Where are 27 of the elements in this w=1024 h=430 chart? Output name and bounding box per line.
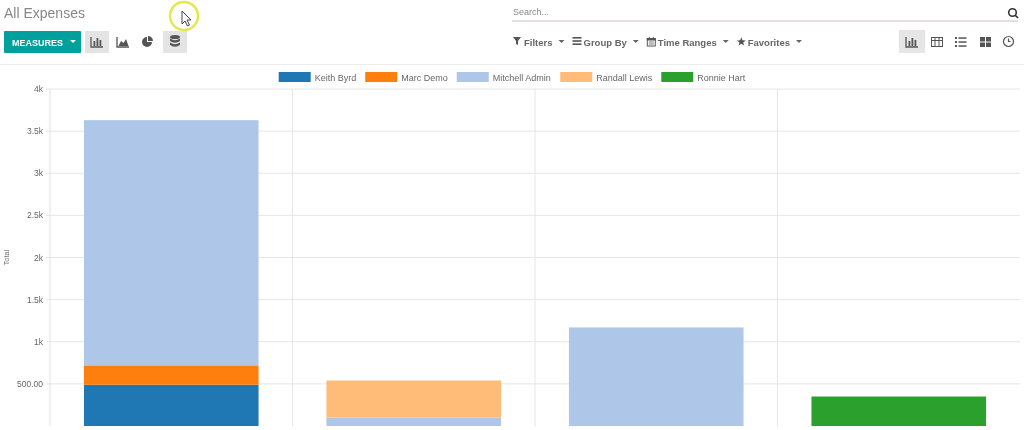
legend-label: Randall Lewis [596,72,653,83]
y-tick-label: 3.5k [26,126,44,137]
y-tick-label: 3k [34,168,44,179]
bar [83,365,259,385]
y-tick-label: 500.00 [17,378,44,389]
y-tick-label: 1k [34,336,44,347]
chart-title: All Expenses [4,5,85,21]
legend-label: Ronnie Hart [697,72,746,83]
y-tick-label: 2.5k [26,210,44,221]
bar [326,380,502,418]
text: Filters [524,36,553,48]
text: Search... [513,7,550,17]
legend-label: Keith Byrd [314,72,357,83]
text: MEASURES [12,37,64,48]
bar [568,327,744,426]
y-tick-label: 2k [34,252,44,263]
y-tick-label: 4k [34,84,44,94]
bar [83,384,259,426]
bar [811,396,987,426]
text: Group By [583,36,628,48]
y-tick-label: 1.5k [26,294,44,305]
bar [326,417,502,426]
legend-label: Marc Demo [401,72,448,83]
text: Favorites [747,36,790,48]
legend-label: Mitchell Admin [492,72,551,83]
bar [83,120,259,366]
text: Time Ranges [657,36,717,48]
